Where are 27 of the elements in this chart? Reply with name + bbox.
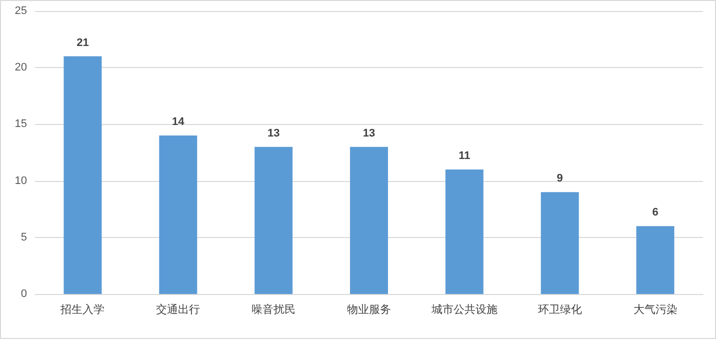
- data-label: 21: [76, 36, 89, 49]
- data-label: 13: [362, 127, 376, 140]
- data-label: 9: [556, 172, 563, 185]
- bar: [159, 136, 198, 294]
- bar: [636, 226, 674, 294]
- y-tick-label: 25: [14, 5, 27, 17]
- x-tick-label: 物业服务: [347, 303, 391, 316]
- x-tick-label: 噪音扰民: [252, 303, 296, 316]
- x-tick-label: 交通出行: [156, 303, 200, 316]
- x-tick-label: 城市公共设施: [430, 303, 498, 316]
- y-tick-label: 5: [20, 231, 27, 244]
- y-tick-label: 15: [14, 118, 27, 130]
- x-tick-label: 招生入学: [60, 303, 105, 316]
- data-label: 11: [458, 150, 470, 162]
- y-tick-label: 0: [20, 288, 27, 300]
- y-tick-label: 10: [14, 174, 27, 187]
- bar: [254, 146, 293, 294]
- x-tick-label: 环卫绿化: [538, 303, 582, 316]
- bar: [540, 192, 579, 294]
- x-tick-label: 大气污染: [633, 303, 678, 316]
- y-tick-label: 20: [14, 62, 27, 74]
- data-label: 13: [267, 127, 280, 140]
- bar: [64, 56, 102, 294]
- data-label: 14: [172, 116, 186, 128]
- bar: [445, 169, 484, 294]
- data-label: 6: [652, 206, 658, 219]
- bar: [350, 146, 388, 294]
